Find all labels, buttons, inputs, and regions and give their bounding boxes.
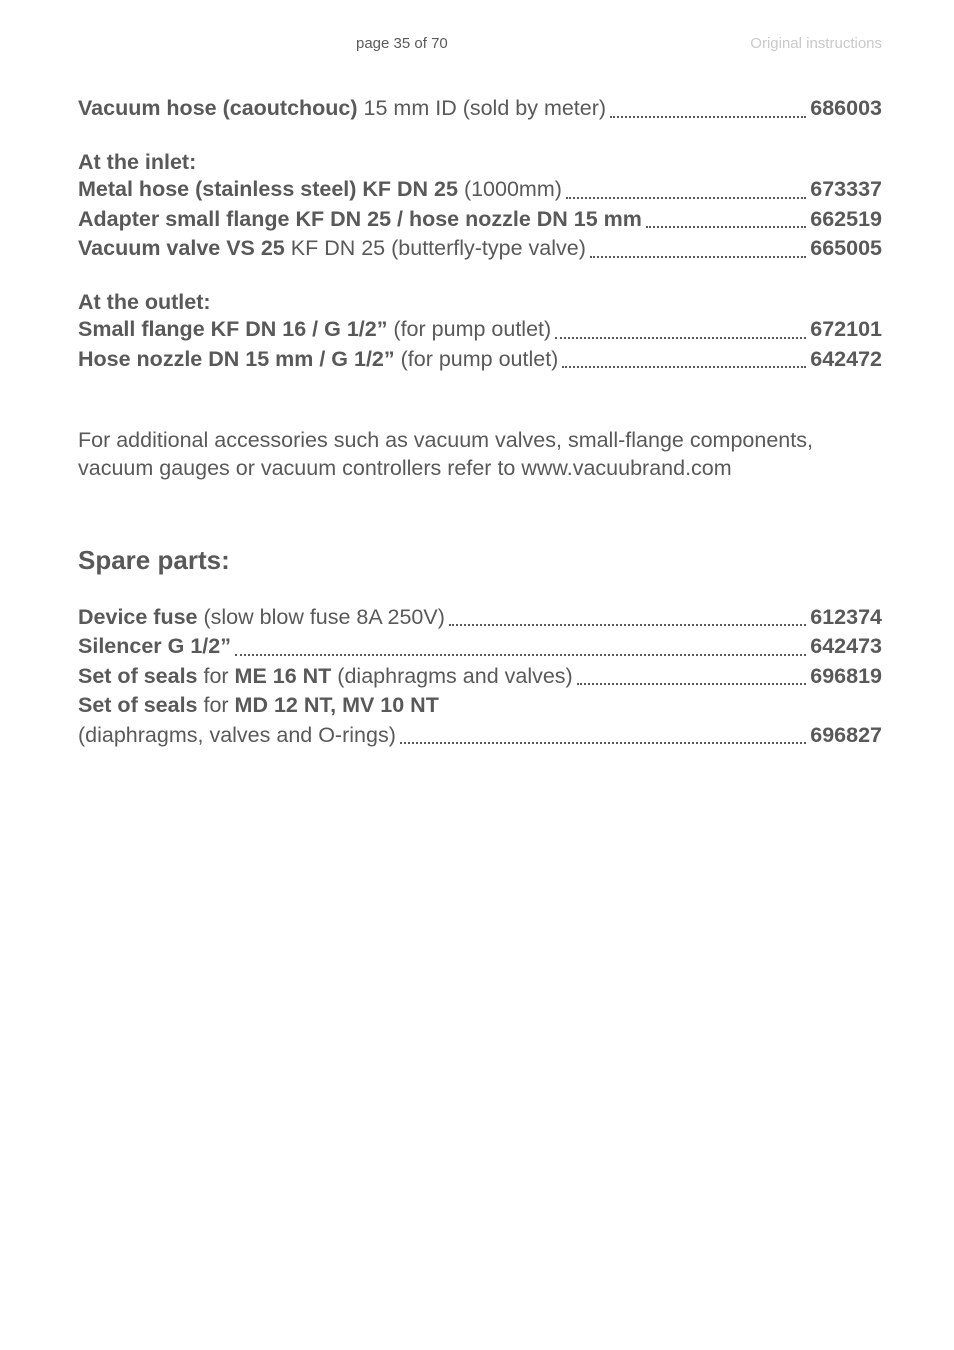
leader-dots — [449, 624, 806, 626]
spec-label-bold1: Set of seals — [78, 664, 198, 688]
leader-dots — [577, 683, 807, 685]
spec-label: Vacuum hose (caoutchouc) 15 mm ID (sold … — [78, 95, 606, 123]
spec-number: 662519 — [810, 206, 882, 234]
leader-dots — [610, 116, 806, 118]
section-heading-text: At the inlet: — [78, 150, 196, 174]
leader-dots — [646, 226, 806, 228]
spec-label-mid: for — [198, 664, 235, 688]
spec-row: Vacuum hose (caoutchouc) 15 mm ID (sold … — [78, 95, 882, 123]
spec-number: 642473 — [810, 633, 882, 661]
spec-row: Hose nozzle DN 15 mm / G 1/2” (for pump … — [78, 346, 882, 374]
spec-row-multiline-1: Set of seals for MD 12 NT, MV 10 NT — [78, 692, 882, 720]
leader-dots — [562, 366, 806, 368]
info-paragraph: For additional accessories such as vacuu… — [78, 427, 882, 482]
spec-label-bold: Vacuum valve VS 25 — [78, 236, 285, 260]
spec-number: 696819 — [810, 663, 882, 691]
spec-row: Silencer G 1/2” 642473 — [78, 633, 882, 661]
page-header: page 35 of 70 Original instructions — [78, 34, 882, 53]
leader-dots — [555, 337, 806, 339]
spec-number: 665005 — [810, 235, 882, 263]
spec-label: (diaphragms, valves and O-rings) — [78, 722, 396, 750]
spare-parts-heading: Spare parts: — [78, 544, 882, 577]
leader-dots — [235, 654, 806, 656]
spec-label: Set of seals for MD 12 NT, MV 10 NT — [78, 693, 439, 717]
spec-label: Metal hose (stainless steel) KF DN 25 (1… — [78, 176, 562, 204]
spec-label-bold: Small flange KF DN 16 / G 1/2” — [78, 317, 387, 341]
spec-label-bold2: MD 12 NT, MV 10 NT — [235, 693, 439, 717]
spec-label: Device fuse (slow blow fuse 8A 250V) — [78, 604, 445, 632]
spec-label-rest: (for pump outlet) — [387, 317, 551, 341]
spec-label-bold: Adapter small flange KF DN 25 / hose noz… — [78, 207, 642, 231]
spec-label: Adapter small flange KF DN 25 / hose noz… — [78, 206, 642, 234]
section-inlet: At the inlet: Metal hose (stainless stee… — [78, 149, 882, 263]
leader-dots — [566, 197, 806, 199]
spec-row: Small flange KF DN 16 / G 1/2” (for pump… — [78, 316, 882, 344]
spec-label: Small flange KF DN 16 / G 1/2” (for pump… — [78, 316, 551, 344]
spec-label: Silencer G 1/2” — [78, 633, 231, 661]
spec-label-bold: Silencer G 1/2” — [78, 634, 231, 658]
spec-number: 642472 — [810, 346, 882, 374]
spec-row: Set of seals for ME 16 NT (diaphragms an… — [78, 663, 882, 691]
spec-number: 686003 — [810, 95, 882, 123]
section-heading-text: At the outlet: — [78, 290, 211, 314]
spec-row: (diaphragms, valves and O-rings) 696827 — [78, 722, 882, 750]
spec-label-rest: (slow blow fuse 8A 250V) — [198, 605, 445, 629]
spec-label-bold: Vacuum hose (caoutchouc) — [78, 96, 358, 120]
spec-label-rest: (for pump outlet) — [395, 347, 559, 371]
section-heading: At the inlet: — [78, 149, 882, 177]
leader-dots — [400, 742, 806, 744]
spec-row: Vacuum valve VS 25 KF DN 25 (butterfly-t… — [78, 235, 882, 263]
leader-dots — [590, 256, 806, 258]
spec-label-bold: Device fuse — [78, 605, 198, 629]
spec-number: 673337 — [810, 176, 882, 204]
spec-row: Device fuse (slow blow fuse 8A 250V) 612… — [78, 604, 882, 632]
spec-number: 696827 — [810, 722, 882, 750]
spec-row: Metal hose (stainless steel) KF DN 25 (1… — [78, 176, 882, 204]
spec-label-rest: (1000mm) — [458, 177, 562, 201]
header-right-label: Original instructions — [750, 34, 882, 53]
spec-label: Vacuum valve VS 25 KF DN 25 (butterfly-t… — [78, 235, 586, 263]
section-heading: At the outlet: — [78, 289, 882, 317]
spec-number: 612374 — [810, 604, 882, 632]
spec-label-rest: (diaphragms and valves) — [331, 664, 572, 688]
section-outlet: At the outlet: Small flange KF DN 16 / G… — [78, 289, 882, 374]
spec-label-bold1: Set of seals — [78, 693, 198, 717]
spec-label: Hose nozzle DN 15 mm / G 1/2” (for pump … — [78, 346, 558, 374]
section-spare-parts: Device fuse (slow blow fuse 8A 250V) 612… — [78, 604, 882, 750]
spec-row: Adapter small flange KF DN 25 / hose noz… — [78, 206, 882, 234]
spec-label-mid: for — [198, 693, 235, 717]
spec-label-bold: Metal hose (stainless steel) KF DN 25 — [78, 177, 458, 201]
spec-label-bold: Hose nozzle DN 15 mm / G 1/2” — [78, 347, 395, 371]
spec-label-rest: 15 mm ID (sold by meter) — [358, 96, 607, 120]
spec-label-rest: KF DN 25 (butterfly-type valve) — [285, 236, 586, 260]
spec-label: Set of seals for ME 16 NT (diaphragms an… — [78, 663, 573, 691]
page-number: page 35 of 70 — [356, 34, 448, 53]
spec-label-bold2: ME 16 NT — [235, 664, 332, 688]
spec-number: 672101 — [810, 316, 882, 344]
